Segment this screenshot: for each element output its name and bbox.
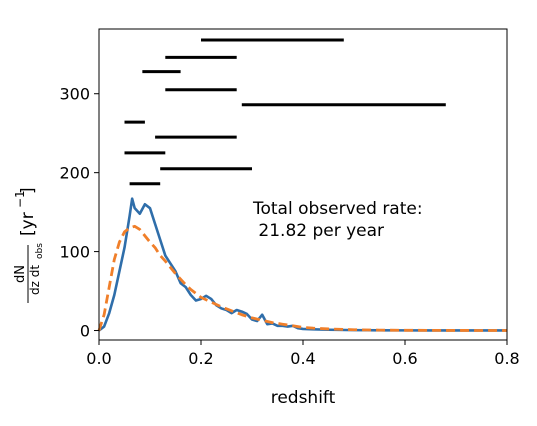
- y-label-denominator: dz dt: [28, 265, 42, 295]
- y-label-numerator: dN: [13, 265, 28, 283]
- y-axis-label: dN dz dt obs [yr −1 ]: [13, 187, 45, 303]
- x-tick-label: 0.2: [188, 349, 213, 368]
- x-tick-label: 0.0: [86, 349, 111, 368]
- ticks-layer: 0.0 0.2 0.4 0.6 0.8 0 100 200 300: [59, 85, 519, 368]
- y-label-unit-exponent: −1: [13, 190, 27, 208]
- y-label-unit-close: ]: [18, 187, 38, 194]
- y-label-unit-open: [yr: [18, 212, 38, 236]
- annotation-line-2: 21.82 per year: [253, 221, 384, 241]
- x-axis-label: redshift: [271, 388, 336, 408]
- annotation-line-1: Total observed rate:: [252, 199, 423, 219]
- x-tick-label: 0.4: [290, 349, 315, 368]
- y-label-denominator-subscript: obs: [35, 243, 45, 259]
- segments-layer: [124, 38, 446, 186]
- y-tick-label: 200: [59, 164, 90, 183]
- y-tick-label: 100: [59, 243, 90, 262]
- y-tick-label: 300: [59, 85, 90, 104]
- series-dashed-line: [97, 224, 508, 332]
- series-layer: [97, 197, 508, 332]
- x-tick-label: 0.8: [494, 349, 519, 368]
- x-tick-label: 0.6: [392, 349, 417, 368]
- y-tick-label: 0: [80, 322, 90, 341]
